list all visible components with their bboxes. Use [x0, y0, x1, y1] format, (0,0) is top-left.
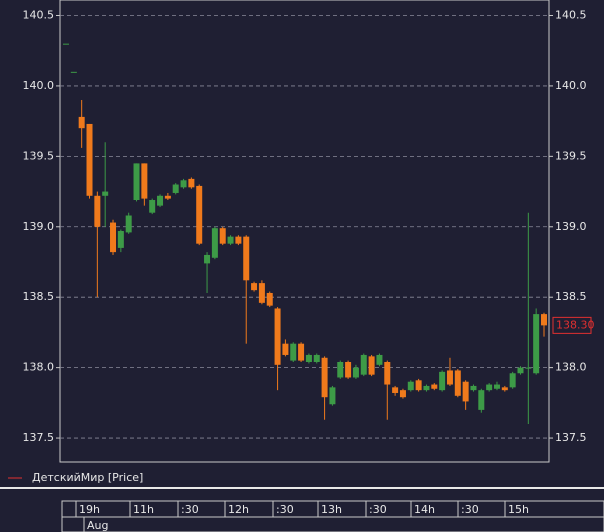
candle-body	[298, 343, 305, 361]
candle-body	[541, 314, 547, 326]
y2-tick-label: 138.5	[555, 290, 587, 303]
candle-body	[368, 356, 375, 375]
candle-body	[345, 361, 352, 378]
candle-body	[501, 387, 508, 391]
candle-body	[478, 390, 485, 410]
candle-body	[180, 180, 187, 188]
candle-body	[305, 354, 312, 362]
y-tick-label: 139.0	[23, 220, 55, 233]
candle-body	[454, 370, 461, 396]
candle-body	[399, 390, 406, 398]
y2-tick-label: 139.5	[555, 149, 587, 162]
time-label: :30	[276, 503, 294, 516]
last-price-label: 138.30	[556, 318, 595, 331]
candle-body	[211, 228, 218, 258]
candle-body	[517, 367, 524, 374]
candle-body	[78, 116, 85, 129]
time-label: 15h	[508, 503, 529, 516]
candle-body	[204, 254, 211, 264]
y-tick-label: 140.0	[23, 79, 55, 92]
candle-body	[251, 283, 258, 291]
candle-body	[141, 163, 148, 199]
candle-body	[125, 215, 132, 233]
candle-body	[337, 361, 344, 378]
last-price-box	[552, 316, 592, 334]
y-tick-label: 138.5	[23, 290, 55, 303]
plot-frame	[59, 0, 550, 463]
candle-body	[235, 236, 242, 244]
date-label: Aug	[87, 519, 108, 532]
candle-body	[164, 195, 171, 199]
candle-body	[94, 195, 101, 227]
y-tick-label: 137.5	[23, 431, 55, 444]
time-label: 14h	[414, 503, 435, 516]
candle-body	[423, 385, 430, 391]
y2-tick-label: 139.0	[555, 220, 587, 233]
candle-body	[533, 314, 540, 374]
candle-body	[157, 195, 164, 206]
y-tick-label: 140.5	[23, 8, 55, 21]
y2-tick-label: 140.0	[555, 79, 587, 92]
y-tick-label: 138.0	[23, 361, 55, 374]
candle-body	[110, 222, 117, 253]
candle-body	[321, 357, 328, 398]
time-label: :30	[461, 503, 479, 516]
candle-body	[117, 231, 124, 248]
time-label: :30	[181, 503, 199, 516]
candle-body	[188, 178, 195, 188]
candle-body	[63, 43, 69, 45]
candle-body	[486, 384, 493, 391]
candle-body	[384, 361, 391, 385]
candle-body	[509, 373, 516, 388]
candle-body	[376, 354, 383, 365]
candle-body	[243, 236, 250, 281]
candle-body	[149, 200, 156, 213]
y-tick-label: 139.5	[23, 149, 55, 162]
candle-body	[446, 370, 453, 385]
candle-body	[266, 292, 273, 306]
candle-body	[360, 354, 367, 375]
candle-body	[172, 184, 179, 193]
candle-body	[282, 343, 289, 355]
y2-tick-label: 137.5	[555, 431, 587, 444]
candle-body	[258, 283, 265, 303]
candle-body	[462, 381, 469, 402]
y2-tick-label: 140.5	[555, 8, 587, 21]
candle-body	[219, 228, 226, 244]
candle-body	[525, 367, 532, 369]
candle-body	[431, 384, 438, 389]
candle-body	[196, 185, 203, 244]
candle-body	[329, 387, 336, 405]
time-label: 13h	[321, 503, 342, 516]
candle-body	[102, 191, 109, 196]
legend-label: ДетскийМир [Price]	[32, 471, 143, 484]
candle-body	[313, 354, 320, 362]
candle-body	[493, 384, 500, 389]
candle-body	[227, 236, 234, 244]
candle-body	[415, 380, 422, 391]
candle-body	[86, 123, 93, 196]
candle-body	[274, 308, 281, 365]
candle-body	[70, 71, 77, 73]
candle-body	[290, 343, 297, 361]
time-label: :30	[369, 503, 387, 516]
candle-body	[407, 381, 414, 391]
candle-body	[392, 387, 399, 393]
candle-body	[470, 385, 477, 391]
time-label: 12h	[228, 503, 249, 516]
time-label: 19h	[79, 503, 100, 516]
time-label: 11h	[133, 503, 154, 516]
y2-tick-label: 138.0	[555, 361, 587, 374]
candle-body	[439, 371, 446, 391]
candle-body	[133, 163, 140, 201]
candle-body	[352, 367, 359, 378]
